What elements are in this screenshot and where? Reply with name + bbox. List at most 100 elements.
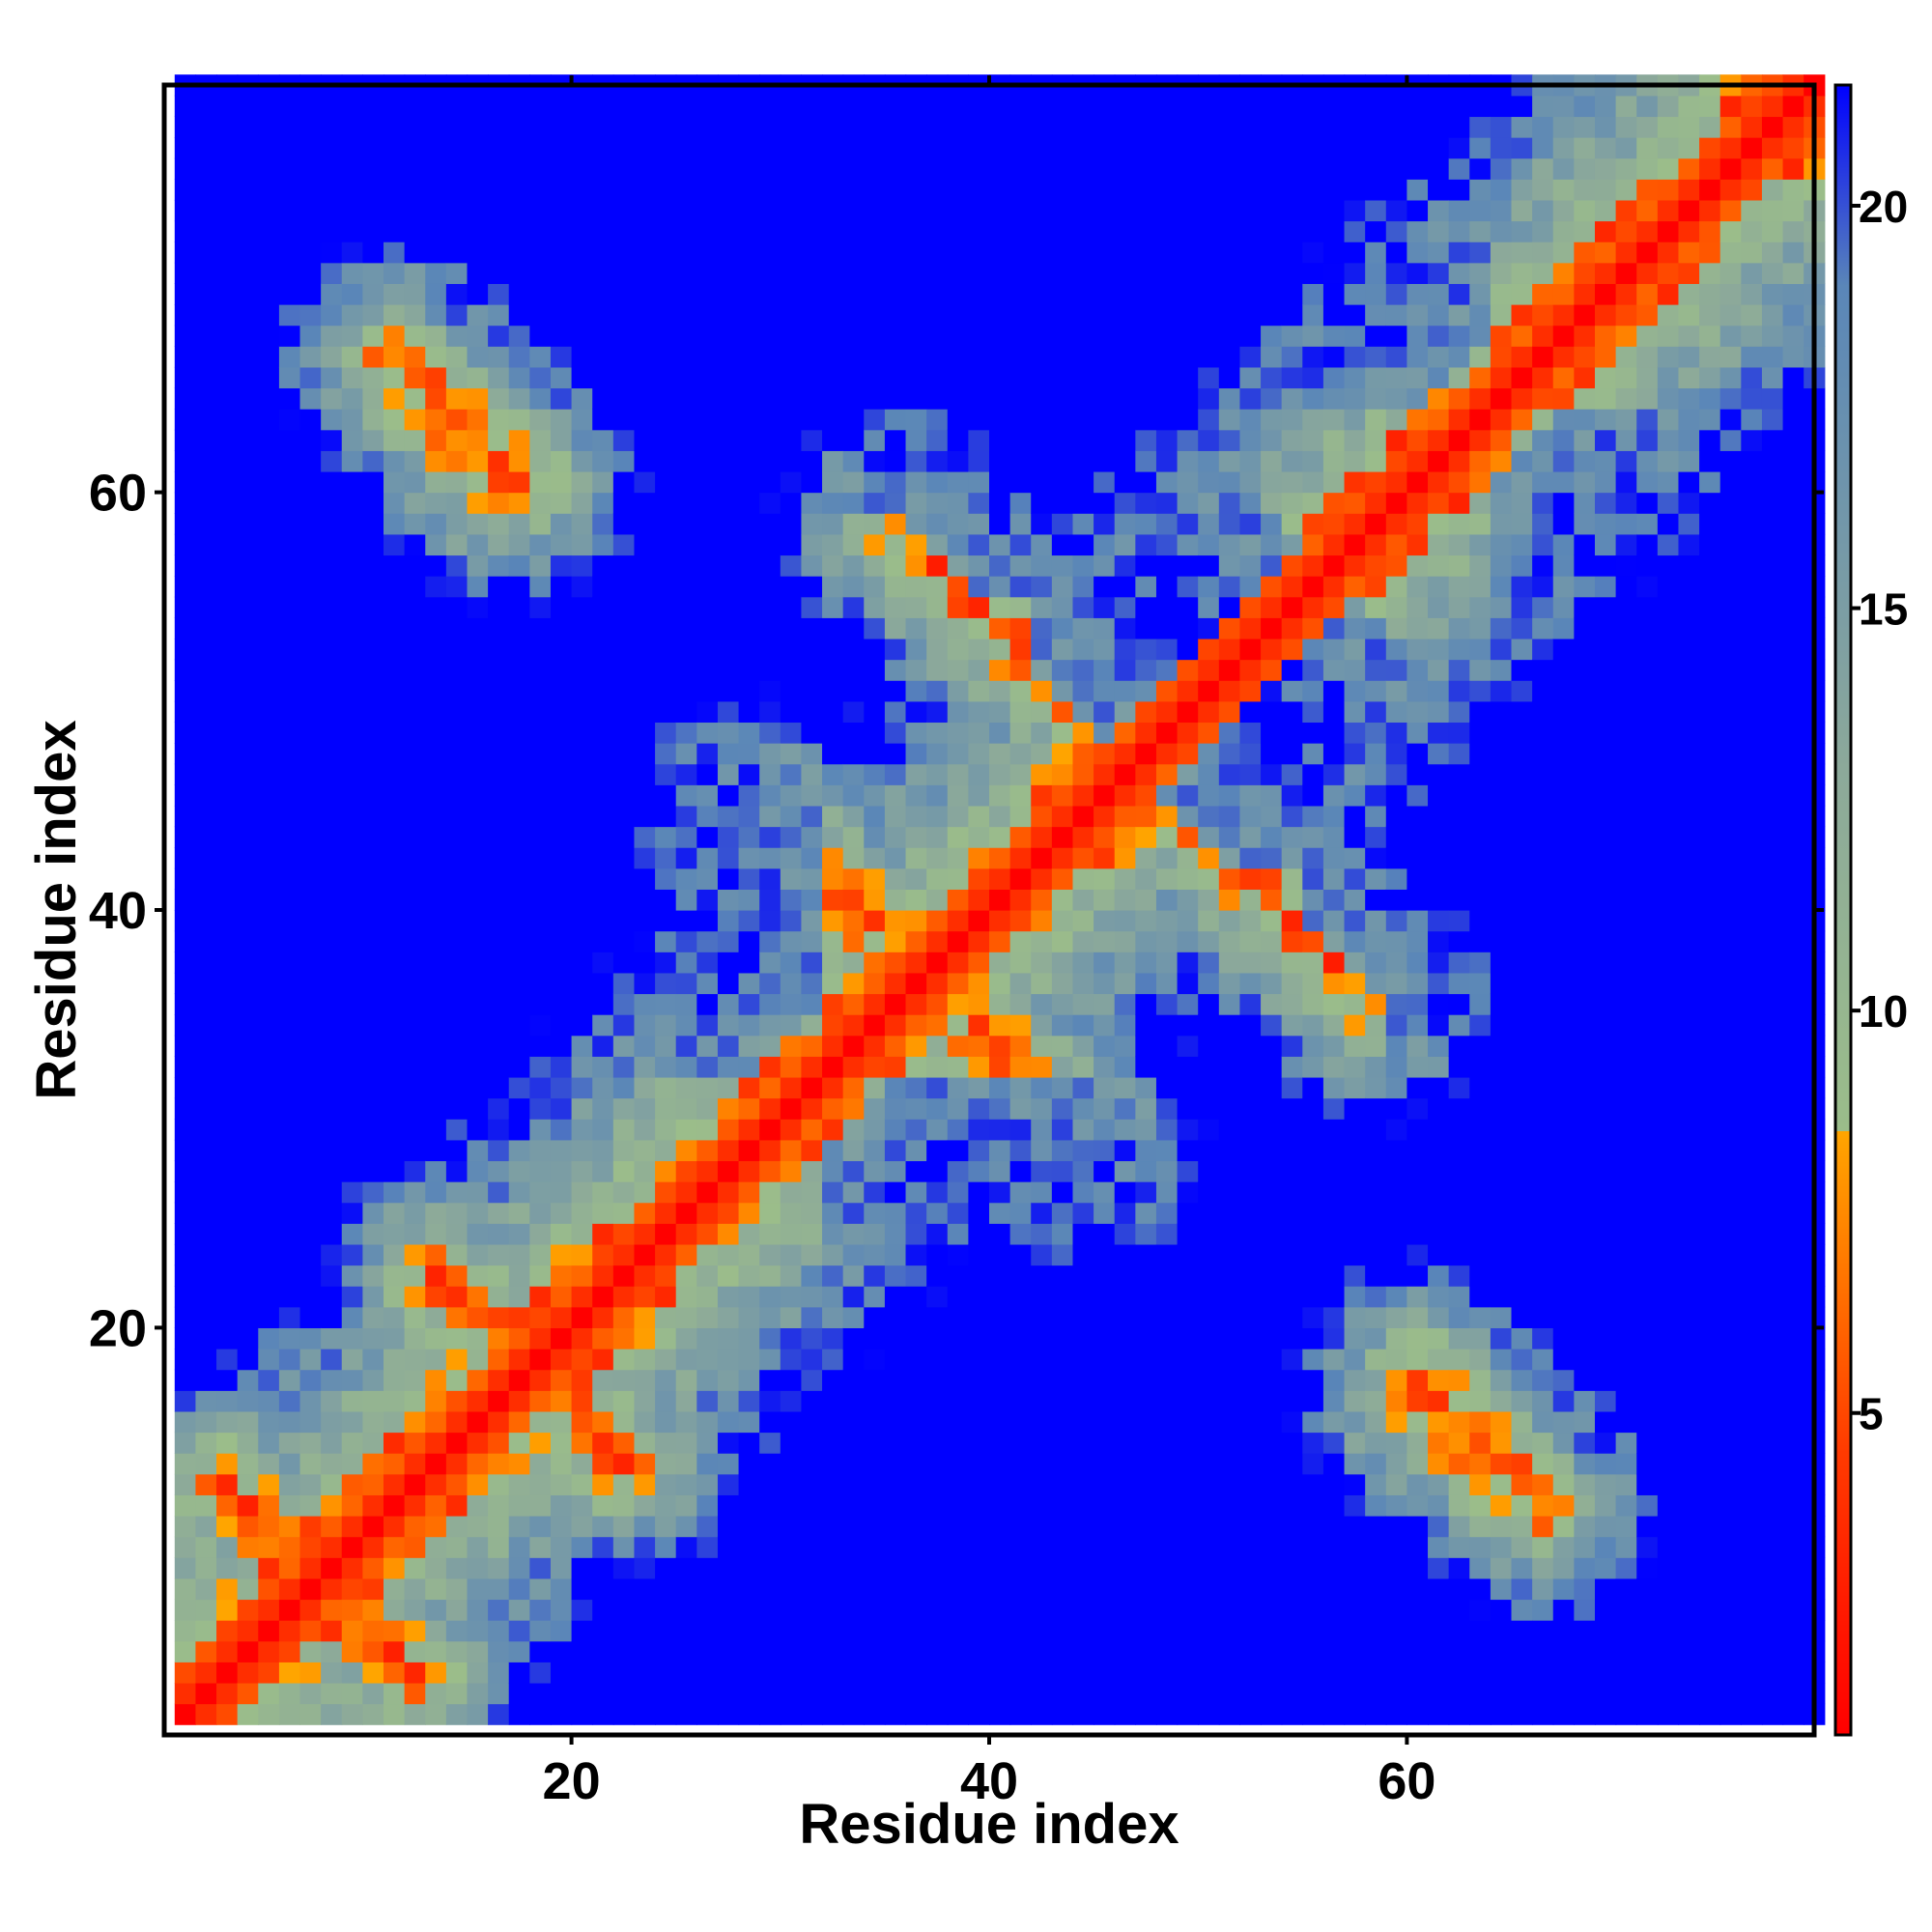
heatmap-cell [842,513,865,535]
heatmap-cell [508,1662,530,1684]
heatmap-cell [174,1202,197,1224]
heatmap-cell [864,1453,886,1475]
heatmap-cell [1198,1494,1220,1517]
heatmap-cell [1406,889,1429,911]
heatmap-cell [696,179,719,201]
heatmap-cell [550,826,573,848]
heatmap-cell [696,596,719,618]
heatmap-cell [1218,533,1241,556]
heatmap-cell [341,1286,363,1308]
heatmap-cell [341,325,363,347]
heatmap-cell [717,1682,740,1705]
heatmap-cell [1031,993,1053,1015]
heatmap-cell [362,513,384,535]
heatmap-cell [1448,1349,1470,1371]
heatmap-cell [1322,137,1346,159]
heatmap-cell [404,1432,426,1454]
heatmap-cell [1009,409,1032,431]
heatmap-cell [989,304,1011,327]
heatmap-cell [341,617,363,639]
heatmap-cell [738,554,760,577]
heatmap-cell [1072,1223,1094,1245]
heatmap-cell [341,1515,363,1538]
heatmap-cell [299,700,322,724]
heatmap-cell [1239,638,1262,661]
heatmap-cell [404,492,426,514]
heatmap-cell [655,1369,677,1391]
heatmap-cell [612,513,636,535]
heatmap-cell [612,387,636,410]
heatmap-cell [634,492,656,514]
heatmap-cell [1239,1202,1262,1224]
heatmap-cell [1094,680,1116,702]
heatmap-cell [842,470,865,494]
heatmap-cell [1322,325,1346,347]
heatmap-cell [1344,179,1366,201]
heatmap-cell [842,325,865,347]
heatmap-cell [696,95,719,118]
heatmap-cell [1302,638,1324,661]
heatmap-cell [592,1369,614,1391]
heatmap-cell [780,283,803,305]
heatmap-cell [404,1119,426,1141]
heatmap-cell [237,867,259,890]
heatmap-cell [634,972,656,995]
heatmap-cell [655,1202,677,1224]
heatmap-cell [989,826,1011,848]
heatmap-cell [1177,1662,1199,1684]
heatmap-cell [717,1620,740,1642]
heatmap-cell [216,805,239,828]
heatmap-cell [1428,95,1450,118]
heatmap-cell [1031,1453,1053,1475]
heatmap-cell [1009,826,1032,848]
heatmap-cell [445,910,469,932]
heatmap-cell [1009,1662,1032,1684]
heatmap-cell [321,95,343,118]
heatmap-cell [926,179,949,201]
heatmap-cell [1469,1202,1492,1224]
heatmap-cell [237,1620,259,1642]
heatmap-cell [801,1599,823,1621]
heatmap-cell [195,1035,217,1057]
heatmap-cell [1428,972,1450,995]
heatmap-cell [634,1035,656,1057]
heatmap-cell [384,1243,406,1266]
heatmap-cell [675,242,697,264]
heatmap-cell [467,784,489,807]
heatmap-cell [362,1119,384,1141]
heatmap-cell [989,242,1011,264]
heatmap-cell [655,137,677,159]
heatmap-cell [1135,1181,1157,1204]
heatmap-cell [1281,889,1303,911]
heatmap-cell [299,199,322,222]
heatmap-cell [341,700,363,724]
heatmap-cell [592,492,614,514]
heatmap-cell [1322,930,1346,952]
heatmap-cell [717,700,740,724]
heatmap-cell [1155,805,1179,828]
heatmap-cell [1051,1599,1074,1621]
heatmap-cell [634,137,656,159]
heatmap-cell [404,470,426,494]
heatmap-cell [445,576,469,598]
heatmap-cell [1114,1599,1136,1621]
heatmap-cell [299,910,322,932]
heatmap-cell [529,1599,552,1621]
heatmap-cell [467,1620,489,1642]
heatmap-cell [529,429,552,451]
heatmap-cell [529,1682,552,1705]
heatmap-cell [299,1306,322,1328]
heatmap-cell [968,1306,990,1328]
heatmap-cell [550,1286,573,1308]
heatmap-cell [1428,1703,1450,1725]
heatmap-cell [675,1390,697,1412]
heatmap-cell [655,722,677,744]
heatmap-cell [759,137,781,159]
heatmap-cell [655,1223,677,1245]
heatmap-cell [655,1390,677,1412]
heatmap-cell [1177,346,1199,368]
heatmap-cell [237,1139,259,1162]
heatmap-cell [467,262,489,284]
heatmap-cell [1009,1453,1032,1475]
heatmap-cell [195,1453,217,1475]
